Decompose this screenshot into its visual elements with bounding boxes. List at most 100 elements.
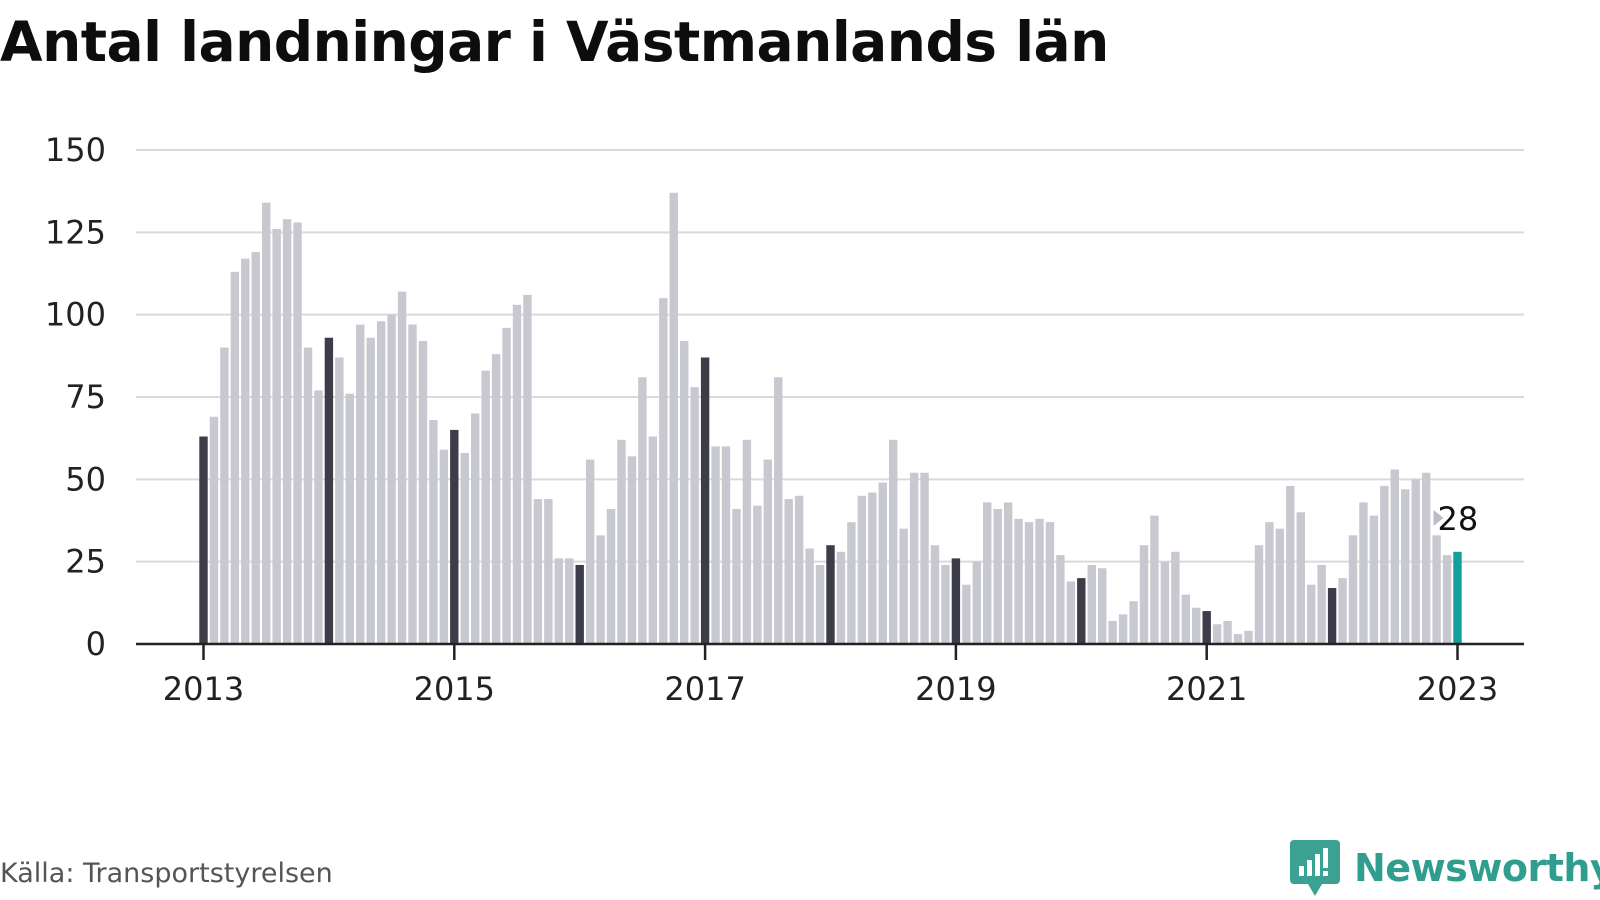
bar <box>836 551 846 644</box>
bar <box>753 505 762 644</box>
bar <box>502 327 511 644</box>
bar <box>397 291 407 644</box>
bar <box>700 357 710 644</box>
bar <box>1254 545 1264 644</box>
annotation-pointer <box>1433 510 1444 526</box>
bar <box>575 564 584 644</box>
bar <box>345 393 354 644</box>
x-tick-label: 2013 <box>163 670 244 708</box>
bar <box>711 446 720 644</box>
bar <box>1181 594 1190 644</box>
bar <box>1035 518 1044 644</box>
bar <box>491 354 501 644</box>
x-tick-label: 2023 <box>1417 670 1498 708</box>
bar <box>554 558 563 644</box>
y-tick-label: 50 <box>65 460 106 498</box>
bar <box>930 545 940 644</box>
bar <box>721 446 731 644</box>
bar <box>1150 515 1159 644</box>
bar <box>983 502 992 644</box>
bar <box>909 472 919 644</box>
bar <box>272 229 281 645</box>
bar <box>1077 578 1086 644</box>
bar <box>1442 555 1452 644</box>
bar <box>972 561 981 644</box>
bar <box>669 192 678 644</box>
x-tick-label: 2017 <box>664 670 745 708</box>
bar <box>293 222 302 644</box>
bar <box>1359 502 1368 644</box>
bar <box>606 508 616 644</box>
bar <box>1307 584 1316 644</box>
bar <box>1275 528 1285 644</box>
y-tick-label: 125 <box>45 213 106 251</box>
axes <box>136 642 1524 660</box>
bar <box>1244 630 1253 644</box>
bar <box>439 449 449 644</box>
bar <box>1317 564 1326 644</box>
bar <box>303 347 313 644</box>
bar <box>1296 512 1305 644</box>
bar <box>481 370 490 644</box>
bar <box>815 564 825 644</box>
bar <box>826 545 835 644</box>
bar <box>1233 634 1243 644</box>
bar <box>1286 485 1295 644</box>
chart-title: Antal landningar i Västmanlands län <box>0 10 1109 74</box>
bar <box>335 357 344 644</box>
bar <box>1066 581 1076 644</box>
bar <box>784 499 793 644</box>
bar <box>878 482 887 644</box>
bar <box>920 472 929 644</box>
bar <box>794 495 804 644</box>
bar <box>418 341 428 644</box>
bar <box>596 535 605 644</box>
bar <box>1171 551 1180 644</box>
tick-labels: 0 25 50 75 100 125 150 2013 2015 2017 2019 2021 2023 <box>45 131 1498 708</box>
bar <box>1045 522 1055 644</box>
bar <box>1223 620 1232 644</box>
newsworthy-logo: Newsworthy <box>1290 840 1600 896</box>
bar <box>1118 614 1128 644</box>
bar <box>1380 485 1389 644</box>
bar <box>1432 535 1441 644</box>
bar <box>199 436 208 644</box>
bar <box>1014 518 1023 644</box>
bar <box>1369 515 1379 644</box>
newsworthy-logo-icon <box>1290 840 1340 896</box>
bar <box>523 294 532 644</box>
bar <box>585 459 595 644</box>
bar <box>1411 479 1420 644</box>
bar <box>1129 601 1138 644</box>
bar <box>1401 489 1410 644</box>
bar <box>544 499 553 644</box>
bar <box>1348 535 1358 644</box>
bar <box>450 429 459 644</box>
bar <box>565 558 574 644</box>
bar <box>512 304 522 644</box>
bar <box>1421 472 1431 644</box>
y-tick-label: 75 <box>65 378 106 416</box>
bar <box>251 252 260 644</box>
bar <box>899 528 908 644</box>
x-tick-label: 2015 <box>414 670 495 708</box>
bar <box>1087 564 1096 644</box>
annotation: 28 <box>1433 500 1478 538</box>
bar <box>1265 522 1274 644</box>
y-tick-label: 25 <box>65 543 106 581</box>
bar <box>366 337 375 644</box>
bar <box>1160 561 1170 644</box>
bar <box>1327 588 1337 644</box>
bar <box>742 439 752 644</box>
bar <box>262 202 271 644</box>
bar <box>857 495 867 644</box>
bar <box>408 324 417 644</box>
bar <box>889 439 898 644</box>
x-tick-label: 2019 <box>915 670 996 708</box>
bar <box>209 416 219 644</box>
y-tick-label: 150 <box>45 131 106 169</box>
y-tick-label: 100 <box>45 296 106 334</box>
x-tick-label: 2021 <box>1166 670 1247 708</box>
bar <box>1453 551 1462 644</box>
bar <box>1098 568 1107 644</box>
